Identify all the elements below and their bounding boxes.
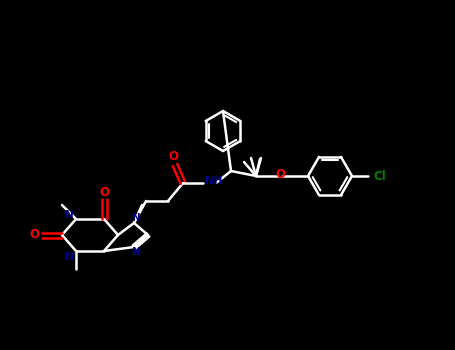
Text: O: O [275,168,285,181]
Text: Cl: Cl [374,169,386,182]
Text: O: O [168,150,178,163]
Text: NH: NH [205,176,222,186]
Text: N: N [131,213,141,223]
Text: N: N [65,252,74,262]
Text: N: N [65,210,74,220]
Text: O: O [29,229,39,241]
Text: N: N [131,247,141,257]
Text: O: O [99,186,109,198]
